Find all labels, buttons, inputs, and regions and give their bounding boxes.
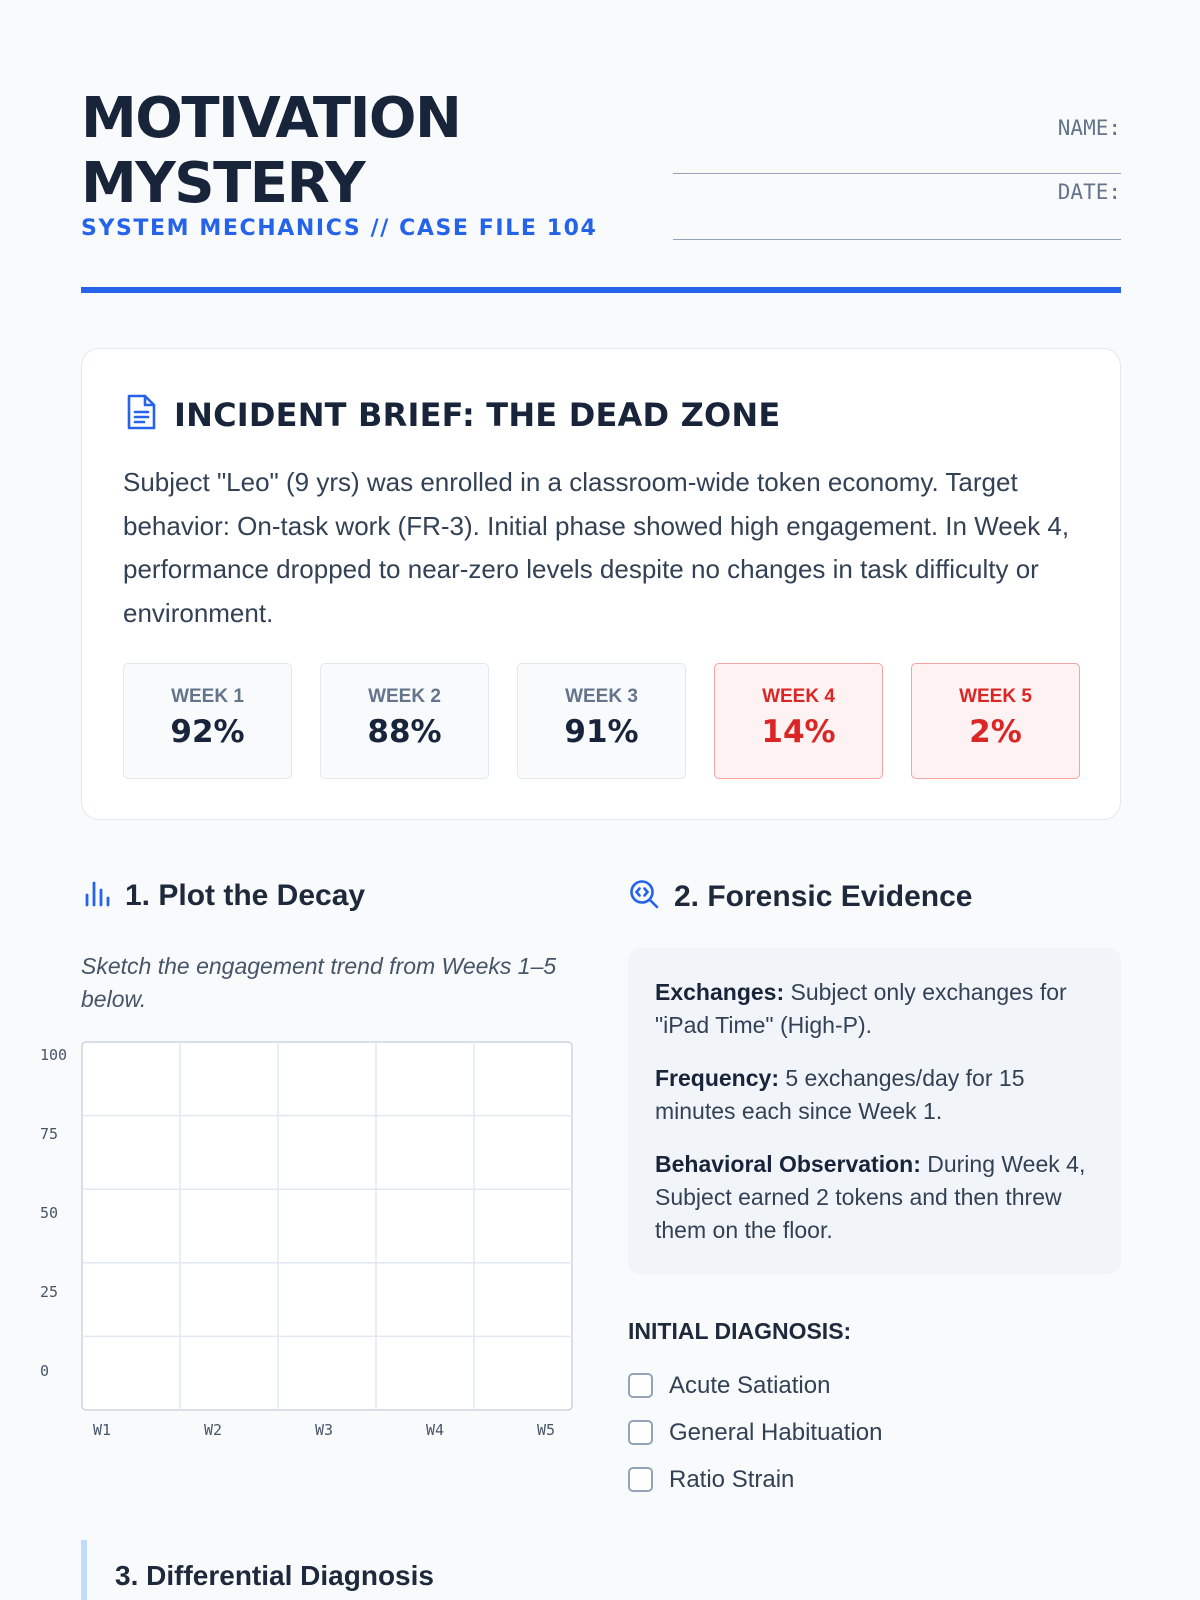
evidence-item: Frequency: 5 exchanges/day for 15 minute…: [655, 1062, 1095, 1128]
y-tick-label: 50: [40, 1204, 58, 1222]
name-label: NAME:: [1057, 116, 1121, 140]
x-tick-label: W1: [93, 1421, 111, 1439]
week-value: 2%: [969, 714, 1022, 750]
page-title: MOTIVATION MYSTERY: [81, 86, 1121, 216]
week-label: WEEK 4: [762, 686, 835, 707]
plot-area[interactable]: [81, 1041, 573, 1411]
week-value: 92%: [170, 714, 245, 750]
diagnosis-checkbox[interactable]: [628, 1373, 653, 1398]
magnifier-icon: [628, 878, 660, 915]
evidence-title: 2. Forensic Evidence: [674, 879, 973, 913]
x-tick-label: W2: [204, 1421, 222, 1439]
evidence-item-text: 5 exchanges/day for 15 minutes each sinc…: [655, 1065, 1025, 1124]
brief-body: Subject "Leo" (9 yrs) was enrolled in a …: [123, 467, 1070, 628]
evidence-item: Exchanges: Subject only exchanges for "i…: [655, 976, 1095, 1042]
diagnosis-option-label: General Habituation: [669, 1418, 883, 1446]
document-icon: [124, 393, 158, 436]
engagement-chart[interactable]: 100 75 50 25 0 W1 W2 W3 W4 W5: [30, 1030, 590, 1450]
title-line-2: MYSTERY: [81, 151, 366, 216]
diagnosis-checkbox[interactable]: [628, 1467, 653, 1492]
date-field[interactable]: DATE:: [673, 174, 1121, 240]
x-tick-label: W5: [537, 1421, 555, 1439]
x-tick-label: W3: [315, 1421, 333, 1439]
week-card-5: WEEK 5 2%: [911, 663, 1080, 779]
brief-title: INCIDENT BRIEF: THE DEAD ZONE: [174, 395, 781, 434]
header: MOTIVATION MYSTERY SYSTEM MECHANICS // C…: [81, 86, 1121, 246]
diagnosis-checkbox[interactable]: [628, 1420, 653, 1445]
week-card-1: WEEK 1 92%: [123, 663, 292, 779]
week-card-2: WEEK 2 88%: [320, 663, 489, 779]
differential-section: 3. Differential Diagnosis: [81, 1540, 681, 1600]
week-value: 91%: [564, 714, 639, 750]
incident-brief-card: INCIDENT BRIEF: THE DEAD ZONE Subject "L…: [81, 348, 1121, 820]
plot-section-heading: 1. Plot the Decay: [81, 878, 365, 913]
week-card-3: WEEK 3 91%: [517, 663, 686, 779]
week-label: WEEK 3: [565, 686, 638, 707]
y-tick-label: 0: [40, 1362, 49, 1380]
week-stats: WEEK 1 92% WEEK 2 88% WEEK 3 91% WEEK 4 14% WEEK…: [123, 663, 1080, 779]
diagnosis-option[interactable]: Ratio Strain: [628, 1456, 882, 1503]
title-line-1: MOTIVATION: [81, 86, 462, 151]
evidence-item-text: During Week 4, Subject earned 2 tokens a…: [655, 1151, 1086, 1243]
x-tick-label: W4: [426, 1421, 444, 1439]
diagnosis-option[interactable]: General Habituation: [628, 1409, 882, 1456]
diagnosis-option-label: Acute Satiation: [669, 1371, 831, 1399]
diagnosis-option[interactable]: Acute Satiation: [628, 1362, 882, 1409]
evidence-item: Behavioral Observation: During Week 4, S…: [655, 1148, 1095, 1247]
evidence-item-text: Subject only exchanges for "iPad Time" (…: [655, 979, 1067, 1038]
date-label: DATE:: [1057, 180, 1121, 204]
evidence-item-label: Behavioral Observation:: [655, 1151, 921, 1177]
bar-chart-icon: [81, 878, 111, 913]
evidence-panel: Exchanges: Subject only exchanges for "i…: [628, 948, 1121, 1274]
differential-title: 3. Differential Diagnosis: [115, 1560, 434, 1591]
plot-title: 1. Plot the Decay: [125, 878, 366, 912]
y-tick-label: 25: [40, 1283, 58, 1301]
week-value: 14%: [761, 714, 836, 750]
week-card-4: WEEK 4 14%: [714, 663, 883, 779]
name-field[interactable]: NAME:: [673, 86, 1121, 174]
evidence-item-label: Frequency:: [655, 1065, 779, 1091]
page-subtitle: SYSTEM MECHANICS // CASE FILE 104: [81, 216, 598, 241]
week-label: WEEK 5: [959, 686, 1032, 707]
diagnosis-options: Acute Satiation General Habituation Ratio …: [628, 1362, 882, 1503]
diagnosis-option-label: Ratio Strain: [669, 1465, 795, 1493]
plot-instruction: Sketch the engagement trend from Weeks 1…: [81, 953, 557, 1012]
evidence-item-label: Exchanges:: [655, 979, 785, 1005]
y-tick-label: 75: [40, 1125, 58, 1143]
week-value: 88%: [367, 714, 442, 750]
week-label: WEEK 2: [368, 686, 441, 707]
week-label: WEEK 1: [171, 686, 244, 707]
header-divider: [81, 287, 1121, 293]
evidence-section-heading: 2. Forensic Evidence: [628, 878, 972, 915]
diagnosis-label: INITIAL DIAGNOSIS:: [628, 1318, 852, 1344]
y-tick-label: 100: [40, 1046, 67, 1064]
